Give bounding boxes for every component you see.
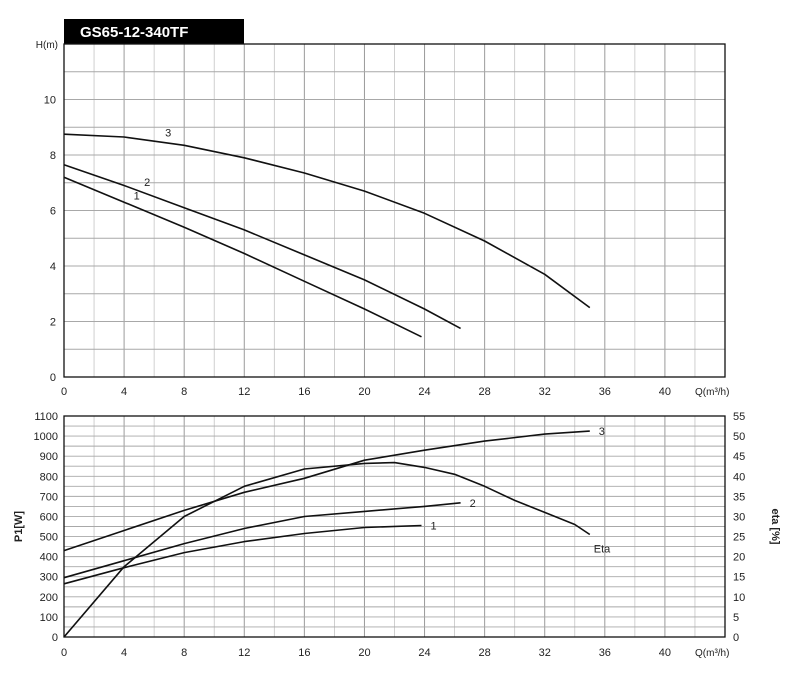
head-curve-label-2: 2 <box>144 177 150 189</box>
power-y-tick-label: 1000 <box>34 431 58 443</box>
power-x-tick-label: 12 <box>238 647 250 659</box>
head-y-tick-label: 2 <box>50 317 56 329</box>
eta-y-tick-label: 25 <box>733 532 745 544</box>
head-x-tick-label: 4 <box>121 386 127 398</box>
head-x-tick-label: 0 <box>61 386 67 398</box>
power-x-tick-label: 24 <box>418 647 430 659</box>
head-x-tick-label: 40 <box>659 386 671 398</box>
head-x-tick-label: 20 <box>358 386 370 398</box>
power-x-tick-label: 28 <box>479 647 491 659</box>
power-y-tick-label: 600 <box>40 511 58 523</box>
head-curve-label-3: 3 <box>165 127 171 139</box>
power-x-tick-label: 4 <box>121 647 127 659</box>
head-x-tick-label: 28 <box>479 386 491 398</box>
power-y-tick-label: 900 <box>40 451 58 463</box>
power-y-tick-label: 0 <box>52 632 58 644</box>
head-curve-2 <box>63 163 461 330</box>
power-y-tick-label: 400 <box>40 552 58 564</box>
power-y-tick-label: 700 <box>40 491 58 503</box>
eta-y-tick-label: 35 <box>733 491 745 503</box>
head-curve-1 <box>63 176 422 338</box>
head-curve-3 <box>63 133 591 309</box>
head-y-axis-label: H(m) <box>36 40 58 51</box>
head-y-tick-label: 6 <box>50 206 56 218</box>
power-y-tick-label: 300 <box>40 572 58 584</box>
power-curve-3 <box>63 430 590 552</box>
power-x-axis-label: Q(m³/h) <box>695 648 729 659</box>
power-curve-label-1: 1 <box>431 520 437 532</box>
head-y-tick-label: 8 <box>50 150 56 162</box>
eta-y-tick-label: 45 <box>733 451 745 463</box>
power-x-tick-label: 36 <box>599 647 611 659</box>
eta-y-tick-label: 0 <box>733 632 739 644</box>
eta-y-tick-label: 40 <box>733 471 745 483</box>
head-x-tick-label: 8 <box>181 386 187 398</box>
power-x-tick-label: 32 <box>539 647 551 659</box>
power-plot-frame <box>63 415 726 638</box>
eta-y-tick-label: 20 <box>733 552 745 564</box>
eta-y-tick-label: 30 <box>733 511 745 523</box>
head-plot-frame <box>63 43 726 378</box>
power-y-axis-label: P1[W] <box>13 511 25 543</box>
power-y-tick-label: 100 <box>40 612 58 624</box>
power-x-tick-label: 0 <box>61 647 67 659</box>
title-tab <box>64 19 244 44</box>
power-curve-label-2: 2 <box>470 498 476 510</box>
power-y-tick-label: 1100 <box>34 411 58 423</box>
power-y-tick-label: 800 <box>40 471 58 483</box>
power-x-tick-label: 8 <box>181 647 187 659</box>
power-x-tick-label: 40 <box>659 647 671 659</box>
head-y-tick-label: 4 <box>50 261 56 273</box>
eta-y-tick-label: 50 <box>733 431 745 443</box>
head-x-axis-label: Q(m³/h) <box>695 387 729 398</box>
chart-title: GS65-12-340TF <box>80 24 188 41</box>
head-y-tick-label: 10 <box>44 95 56 107</box>
eta-curve <box>63 461 591 638</box>
power-x-tick-label: 20 <box>358 647 370 659</box>
power-y-tick-label: 500 <box>40 532 58 544</box>
eta-y-tick-label: 5 <box>733 612 739 624</box>
head-x-tick-label: 12 <box>238 386 250 398</box>
power-x-tick-label: 16 <box>298 647 310 659</box>
power-y-tick-label: 200 <box>40 592 58 604</box>
head-x-tick-label: 24 <box>418 386 430 398</box>
eta-curve-label: Eta <box>594 544 611 556</box>
power-curve-label-3: 3 <box>599 426 605 438</box>
eta-y-tick-label: 10 <box>733 592 745 604</box>
head-x-tick-label: 36 <box>599 386 611 398</box>
eta-y-tick-label: 55 <box>733 411 745 423</box>
head-y-tick-label: 0 <box>50 372 56 384</box>
eta-y-tick-label: 15 <box>733 572 745 584</box>
head-x-tick-label: 32 <box>539 386 551 398</box>
head-curve-label-1: 1 <box>134 190 140 202</box>
head-x-tick-label: 16 <box>298 386 310 398</box>
eta-y-axis-label: eta [%] <box>769 508 781 544</box>
